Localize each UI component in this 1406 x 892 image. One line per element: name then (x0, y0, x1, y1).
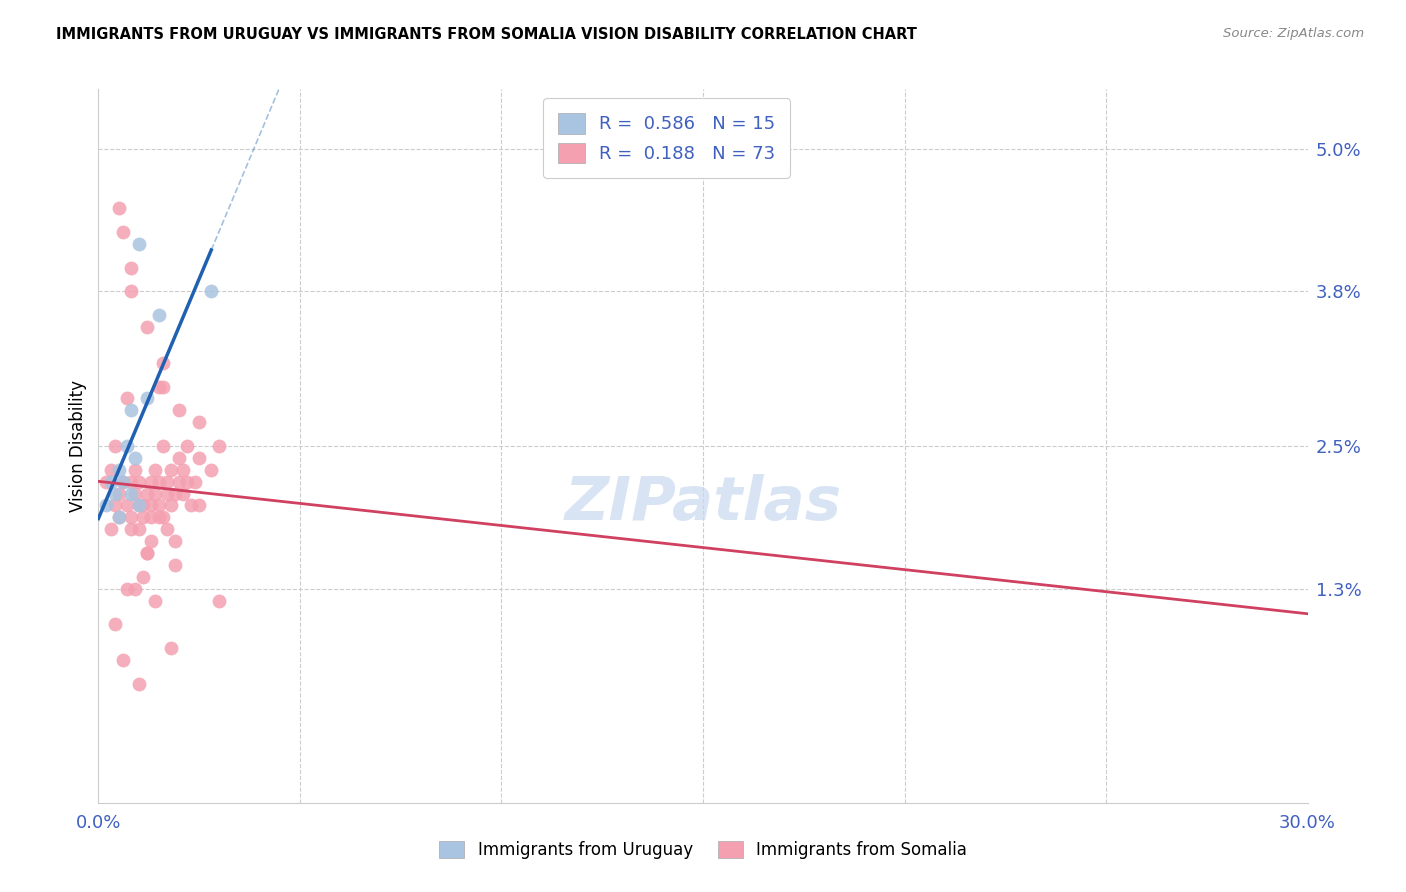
Point (100, 475, 122, 489)
Point (124, 450, 146, 465)
Point (103, 486, 125, 500)
Point (128, 522, 150, 536)
Point (172, 486, 194, 500)
Point (115, 499, 138, 513)
Point (120, 486, 142, 500)
Point (103, 617, 125, 632)
Point (135, 546, 157, 560)
Point (115, 439, 138, 453)
Point (96, 475, 118, 489)
Point (163, 534, 186, 549)
Point (163, 558, 186, 572)
Point (152, 356, 174, 370)
Point (135, 320, 157, 334)
Point (143, 463, 166, 477)
Point (188, 450, 211, 465)
Point (148, 379, 170, 393)
Point (128, 475, 150, 489)
Point (124, 486, 146, 500)
Point (135, 546, 157, 560)
Point (188, 499, 211, 513)
Point (103, 439, 125, 453)
Point (152, 379, 174, 393)
Point (100, 522, 122, 536)
Point (167, 403, 190, 417)
Point (184, 475, 207, 489)
Point (124, 463, 146, 477)
Point (172, 463, 194, 477)
Point (148, 308, 170, 322)
Point (148, 510, 170, 524)
Point (107, 510, 129, 524)
Point (176, 439, 198, 453)
Text: IMMIGRANTS FROM URUGUAY VS IMMIGRANTS FROM SOMALIA VISION DISABILITY CORRELATION: IMMIGRANTS FROM URUGUAY VS IMMIGRANTS FR… (56, 27, 917, 42)
Point (143, 486, 166, 500)
Point (111, 653, 134, 667)
Point (107, 201, 129, 215)
Point (163, 486, 186, 500)
Point (107, 510, 129, 524)
Point (120, 260, 142, 275)
Point (132, 570, 155, 584)
Point (152, 439, 174, 453)
Point (107, 486, 129, 500)
Point (111, 225, 134, 239)
Point (208, 439, 231, 453)
Point (100, 463, 122, 477)
Point (120, 522, 142, 536)
Point (176, 475, 198, 489)
Point (115, 582, 138, 596)
Point (96, 499, 118, 513)
Text: ZIPatlas: ZIPatlas (564, 474, 842, 533)
Point (132, 510, 155, 524)
Point (152, 510, 174, 524)
Point (208, 593, 231, 607)
Y-axis label: Vision Disability: Vision Disability (69, 380, 87, 512)
Point (200, 463, 222, 477)
Point (139, 534, 162, 549)
Point (135, 392, 157, 406)
Text: Source: ZipAtlas.com: Source: ZipAtlas.com (1223, 27, 1364, 40)
Point (115, 392, 138, 406)
Point (167, 450, 190, 465)
Point (111, 475, 134, 489)
Point (103, 499, 125, 513)
Point (128, 236, 150, 251)
Point (156, 522, 179, 536)
Point (156, 486, 179, 500)
Point (188, 415, 211, 429)
Point (167, 475, 190, 489)
Point (156, 475, 179, 489)
Point (135, 486, 157, 500)
Point (160, 499, 183, 513)
Point (160, 463, 183, 477)
Point (128, 499, 150, 513)
Point (132, 499, 155, 513)
Point (200, 285, 222, 299)
Point (120, 510, 142, 524)
Point (139, 499, 162, 513)
Point (111, 475, 134, 489)
Legend: Immigrants from Uruguay, Immigrants from Somalia: Immigrants from Uruguay, Immigrants from… (433, 834, 973, 866)
Point (120, 285, 142, 299)
Point (120, 475, 142, 489)
Point (139, 475, 162, 489)
Point (180, 499, 202, 513)
Point (128, 499, 150, 513)
Point (160, 641, 183, 656)
Point (148, 475, 170, 489)
Point (128, 677, 150, 691)
Point (120, 403, 142, 417)
Point (124, 582, 146, 596)
Point (148, 499, 170, 513)
Point (143, 593, 166, 607)
Point (139, 510, 162, 524)
Point (107, 463, 129, 477)
